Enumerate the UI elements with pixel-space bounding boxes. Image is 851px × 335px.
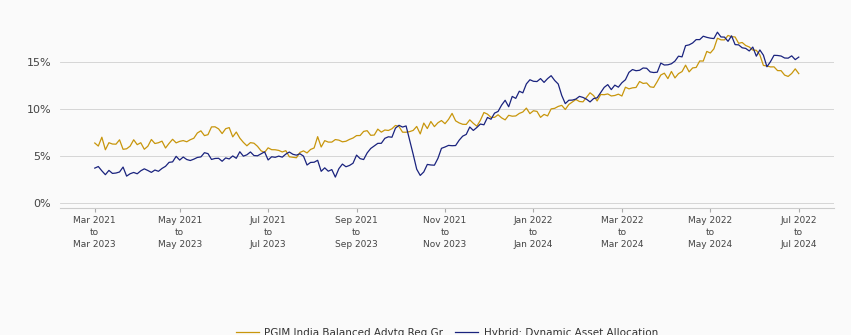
Hybrid: Dynamic Asset Allocation: (68, 0.0275): Dynamic Asset Allocation: (68, 0.0275) <box>330 175 340 179</box>
Hybrid: Dynamic Asset Allocation: (0, 0.0371): Dynamic Asset Allocation: (0, 0.0371) <box>89 166 100 170</box>
PGIM India Balanced Advtg Reg Gr <box>220 127 231 131</box>
Hybrid: Dynamic Asset Allocation: (176, 0.181): Dynamic Asset Allocation: (176, 0.181) <box>712 30 722 34</box>
Hybrid: Dynamic Asset Allocation: (184, 0.164): Dynamic Asset Allocation: (184, 0.164) <box>740 47 751 51</box>
Hybrid: Dynamic Asset Allocation: (199, 0.155): Dynamic Asset Allocation: (199, 0.155) <box>794 55 804 59</box>
PGIM India Balanced Advtg Reg Gr <box>722 34 733 38</box>
Line: PGIM India Balanced Advtg Reg Gr: PGIM India Balanced Advtg Reg Gr <box>94 36 799 158</box>
Hybrid: Dynamic Asset Allocation: (191, 0.15): Dynamic Asset Allocation: (191, 0.15) <box>765 60 775 64</box>
PGIM India Balanced Advtg Reg Gr <box>118 147 129 151</box>
Hybrid: Dynamic Asset Allocation: (53, 0.0487): Dynamic Asset Allocation: (53, 0.0487) <box>277 155 288 159</box>
PGIM India Balanced Advtg Reg Gr <box>740 44 751 48</box>
Line: Hybrid: Dynamic Asset Allocation: Hybrid: Dynamic Asset Allocation <box>94 32 799 177</box>
PGIM India Balanced Advtg Reg Gr <box>132 143 142 147</box>
PGIM India Balanced Advtg Reg Gr <box>765 65 775 69</box>
PGIM India Balanced Advtg Reg Gr <box>277 150 288 154</box>
Hybrid: Dynamic Asset Allocation: (12, 0.031): Dynamic Asset Allocation: (12, 0.031) <box>132 172 142 176</box>
PGIM India Balanced Advtg Reg Gr <box>794 72 804 76</box>
PGIM India Balanced Advtg Reg Gr <box>291 156 301 160</box>
PGIM India Balanced Advtg Reg Gr <box>89 141 100 145</box>
Hybrid: Dynamic Asset Allocation: (8, 0.0382): Dynamic Asset Allocation: (8, 0.0382) <box>118 165 129 169</box>
Hybrid: Dynamic Asset Allocation: (37, 0.0479): Dynamic Asset Allocation: (37, 0.0479) <box>220 156 231 160</box>
Legend: PGIM India Balanced Advtg Reg Gr, Hybrid: Dynamic Asset Allocation: PGIM India Balanced Advtg Reg Gr, Hybrid… <box>236 328 658 335</box>
